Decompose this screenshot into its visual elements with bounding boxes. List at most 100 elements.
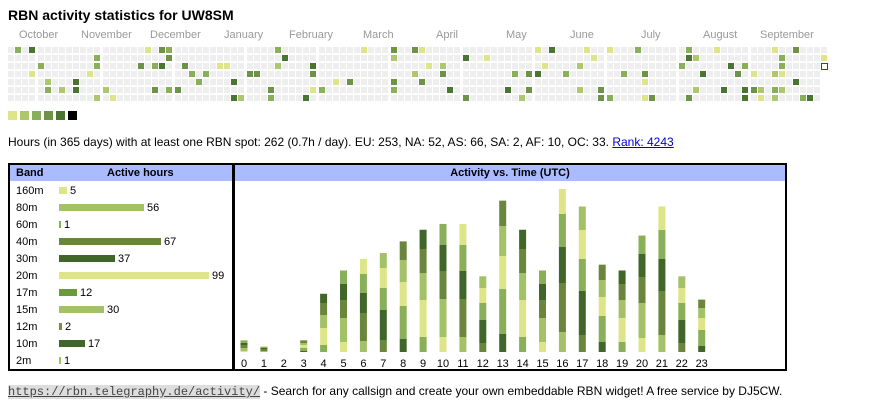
heatmap-day (231, 79, 237, 85)
heatmap-day (700, 79, 706, 85)
heatmap-day (751, 95, 757, 101)
heatmap-day (679, 71, 685, 77)
hour-bar-segment (320, 315, 328, 328)
heatmap-day (189, 55, 195, 61)
rank-link[interactable]: Rank: 4243 (612, 135, 674, 149)
heatmap-day (765, 95, 771, 101)
heatmap-day (138, 79, 144, 85)
hour-bar-segment (519, 300, 527, 337)
heatmap-day (628, 63, 634, 69)
hour-bar (618, 270, 626, 352)
hour-bar-segment (678, 288, 686, 303)
heatmap-day (29, 87, 35, 93)
heatmap-day (779, 63, 785, 69)
heatmap-day (52, 95, 58, 101)
heatmap-day (607, 71, 613, 77)
heatmap-day (189, 95, 195, 101)
heatmap-day (542, 87, 548, 93)
chart-title: Activity vs. Time (UTC) (235, 165, 785, 181)
hour-bar-segment (340, 284, 347, 300)
heatmap-day (103, 55, 109, 61)
heatmap-day (238, 55, 244, 61)
heatmap-day (742, 55, 748, 61)
heatmap-day (570, 95, 576, 101)
hour-bar-segment (300, 345, 308, 348)
heatmap-day (131, 79, 137, 85)
hour-bar-segment (638, 277, 646, 303)
heatmap-day (447, 79, 453, 85)
hour-bar-segment (539, 284, 546, 300)
heatmap-day (333, 87, 339, 93)
heatmap-day (679, 47, 685, 53)
heatmap-day (772, 71, 778, 77)
heatmap-day (310, 63, 316, 69)
heatmap-day (175, 79, 181, 85)
heatmap-day (563, 55, 569, 61)
hour-bar-segment (399, 306, 407, 339)
heatmap-day (751, 87, 757, 93)
heatmap-day (663, 79, 669, 85)
footer: https://rbn.telegraphy.de/activity/ - Se… (8, 384, 782, 399)
heatmap-day (563, 63, 569, 69)
heatmap-day (303, 95, 309, 101)
chart-svg: 0 1 2 3 4 5 6 7 8 9 10 11 12 13 14 15 16 17 18 19 20 21 22 23 (240, 189, 708, 369)
heatmap-day (686, 71, 692, 77)
heatmap-day (526, 47, 532, 53)
heatmap-day (340, 79, 346, 85)
hour-bar-segment (340, 270, 347, 284)
heatmap-day (159, 55, 165, 61)
heatmap-day (189, 47, 195, 53)
heatmap-day (556, 79, 562, 85)
heatmap-day (217, 95, 223, 101)
heatmap-day (247, 47, 253, 53)
heatmap-day (347, 71, 353, 77)
footer-url-link[interactable]: https://rbn.telegraphy.de/activity/ (8, 385, 261, 399)
hour-bar (320, 293, 328, 352)
heatmap-day (268, 55, 274, 61)
heatmap-day (454, 47, 460, 53)
heatmap-day (166, 71, 172, 77)
hour-bar (260, 346, 268, 352)
heatmap-day (721, 95, 727, 101)
heatmap-day (642, 95, 648, 101)
hour-bar-segment (379, 288, 387, 310)
heatmap-day (22, 55, 28, 61)
heatmap-day (707, 79, 713, 85)
hour-bar-segment (240, 340, 248, 343)
footer-text: - Search for any callsign and create you… (260, 384, 783, 398)
hour-bar (359, 258, 367, 352)
heatmap-day (800, 87, 806, 93)
heatmap-day (656, 55, 662, 61)
heatmap-day (786, 55, 792, 61)
heatmap-day (535, 55, 541, 61)
hour-bar-segment (479, 303, 487, 320)
hour-bar-segment (598, 342, 606, 352)
heatmap-day (577, 55, 583, 61)
heatmap-day (519, 79, 525, 85)
hour-bar-segment (678, 343, 686, 352)
heatmap-day (110, 47, 116, 53)
heatmap-day (29, 55, 35, 61)
heatmap-day (591, 47, 597, 53)
heatmap-day (117, 55, 123, 61)
hour-tick-label: 13 (497, 358, 509, 369)
heatmap-day (470, 55, 476, 61)
heatmap-day (621, 87, 627, 93)
heatmap-day (470, 87, 476, 93)
heatmap-day (484, 55, 490, 61)
hour-bar-segment (499, 334, 507, 352)
month-label: January (224, 29, 264, 41)
heatmap-day (765, 55, 771, 61)
heatmap-day (721, 55, 727, 61)
hour-bar-segment (479, 320, 487, 343)
heatmap-day (535, 79, 541, 85)
band-table-header: Band Active hours (10, 165, 232, 181)
hour-bar-segment (320, 303, 328, 315)
heatmap-day (679, 63, 685, 69)
heatmap-day (663, 55, 669, 61)
hour-bar-segment (499, 256, 507, 289)
heatmap-day (714, 63, 720, 69)
heatmap-day (670, 71, 676, 77)
heatmap-day (598, 95, 604, 101)
heatmap-day (526, 95, 532, 101)
